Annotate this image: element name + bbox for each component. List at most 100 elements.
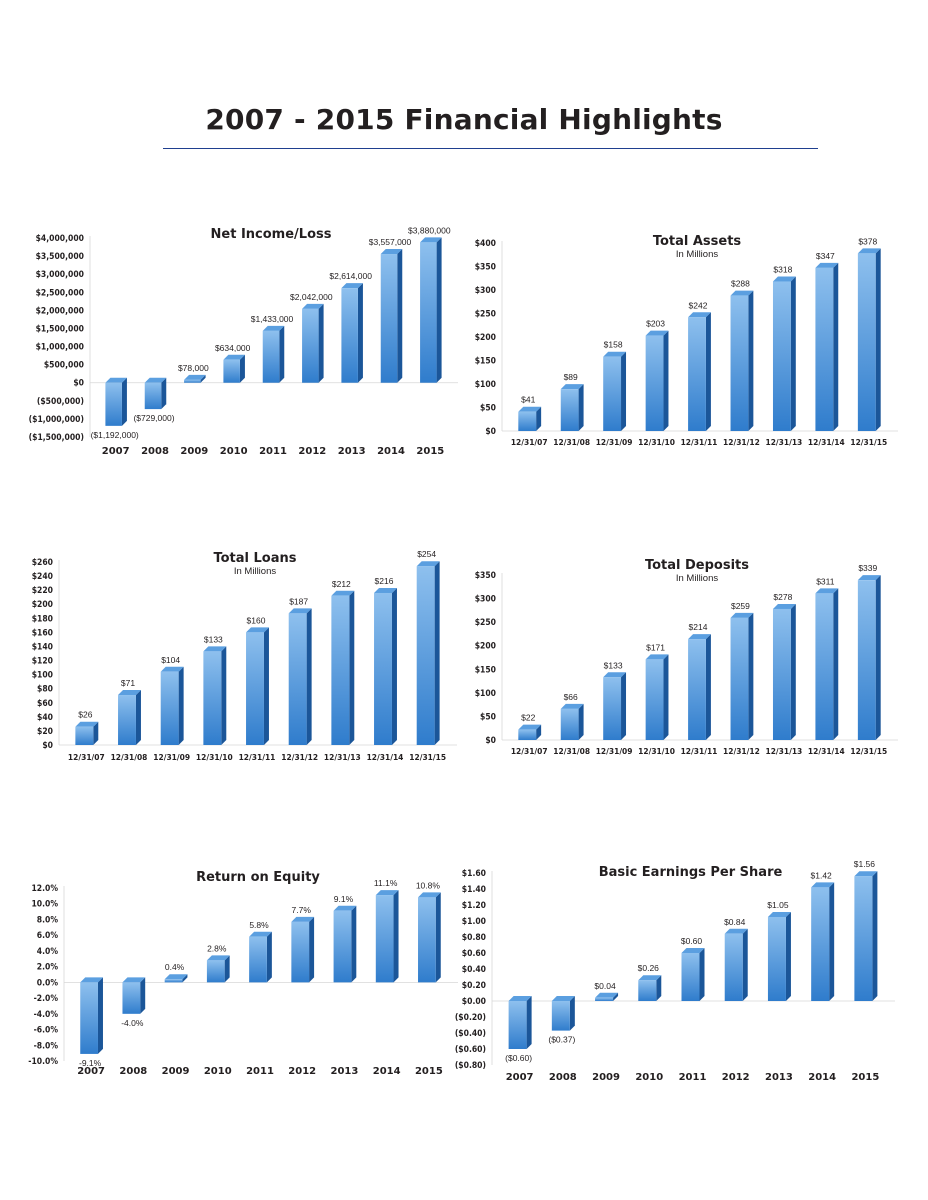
x-tick-label: 2013 — [338, 446, 366, 457]
y-tick-label: $140 — [32, 642, 53, 652]
bar-side — [434, 561, 440, 745]
y-tick-label: $100 — [32, 671, 53, 681]
y-tick-label: $1,000,000 — [36, 343, 84, 353]
bar-front — [681, 953, 700, 1001]
bar-top — [164, 974, 188, 980]
y-tick-label: $250 — [475, 310, 496, 320]
x-tick-label: 2008 — [119, 1066, 147, 1077]
data-label: $133 — [604, 660, 623, 670]
chart-subtitle: In Millions — [676, 573, 718, 584]
bar-side — [875, 248, 881, 431]
bar — [262, 325, 285, 383]
x-tick-label: 12/31/10 — [638, 747, 675, 756]
bar-side — [663, 654, 669, 740]
bar-top — [418, 892, 441, 898]
bar-front — [302, 308, 319, 383]
bar-front — [341, 288, 358, 383]
y-tick-label: 0.0% — [37, 978, 59, 988]
bar-side — [833, 262, 839, 431]
bar-top — [645, 654, 669, 660]
bar-top — [811, 882, 835, 888]
bar-top — [857, 248, 881, 254]
data-label: $3,557,000 — [369, 237, 412, 247]
y-tick-label: $2,500,000 — [36, 288, 84, 298]
bar-top — [331, 590, 355, 596]
data-label: $0.60 — [681, 936, 703, 946]
x-tick-label: 2014 — [373, 1066, 401, 1077]
bar-side — [833, 588, 839, 740]
bar-side — [393, 890, 399, 983]
bar-front — [772, 608, 791, 740]
y-tick-label: $60 — [37, 699, 53, 709]
y-tick-label: $200 — [475, 642, 496, 652]
data-label: ($0.60) — [505, 1053, 532, 1063]
bar-side — [93, 721, 99, 745]
y-tick-label: $50 — [480, 404, 496, 414]
data-label: $1,433,000 — [251, 314, 294, 324]
bar — [638, 975, 662, 1001]
bar-top — [291, 916, 315, 922]
data-label: $288 — [731, 279, 750, 289]
bar — [246, 627, 269, 745]
bar — [118, 690, 141, 745]
x-tick-label: 2014 — [808, 1072, 836, 1083]
bar-top — [560, 703, 584, 709]
x-tick-label: 2010 — [204, 1066, 232, 1077]
bar-side — [742, 928, 748, 1001]
data-label: $203 — [646, 319, 665, 329]
data-label: $41 — [521, 395, 535, 405]
data-label: -9.1% — [79, 1058, 102, 1068]
y-tick-label: ($1,500,000) — [29, 433, 84, 443]
bar-front — [420, 242, 437, 383]
bar-top — [724, 928, 748, 934]
data-label: -4.0% — [121, 1018, 144, 1028]
data-label: $1.05 — [767, 900, 789, 910]
data-label: $160 — [247, 615, 266, 625]
bar — [857, 248, 881, 431]
page-title: 2007 - 2015 Financial Highlights — [205, 103, 723, 136]
y-tick-label: $0.60 — [462, 949, 486, 959]
x-tick-label: 12/31/11 — [681, 747, 718, 756]
y-tick-label: $1.00 — [462, 917, 486, 927]
bar-top — [815, 588, 839, 594]
y-tick-label: $40 — [37, 713, 53, 723]
y-tick-label: $350 — [475, 263, 496, 273]
bar — [688, 634, 711, 740]
bar-top — [246, 627, 269, 633]
chart-title: Return on Equity — [196, 870, 320, 885]
x-tick-label: 2011 — [246, 1066, 274, 1077]
bar-side — [161, 377, 167, 410]
data-label: $3,880,000 — [408, 225, 451, 235]
bar — [223, 354, 245, 383]
data-label: $259 — [731, 601, 750, 611]
chart-title: Total Loans — [213, 551, 296, 566]
bar-top — [144, 377, 167, 383]
bar-side — [578, 384, 584, 431]
y-tick-label: -4.0% — [34, 1010, 59, 1020]
bar-front — [815, 267, 834, 431]
bar-side — [306, 608, 312, 745]
bar-front — [262, 330, 280, 383]
data-label: 0.4% — [165, 962, 185, 972]
bar-top — [206, 955, 230, 961]
y-tick-label: $400 — [475, 239, 496, 249]
data-label: 7.7% — [292, 905, 312, 915]
x-tick-label: 12/31/12 — [723, 438, 760, 447]
bar-side — [351, 905, 357, 983]
bar-side — [357, 283, 363, 383]
data-label: $216 — [375, 576, 394, 586]
y-tick-label: ($1,000,000) — [29, 415, 84, 425]
bar-side — [790, 276, 796, 431]
bar-side — [436, 237, 442, 383]
chart-title: Total Deposits — [645, 558, 749, 573]
bar — [815, 262, 839, 431]
bar-side — [578, 703, 584, 740]
bar-top — [681, 948, 705, 953]
data-label: $2,042,000 — [290, 292, 333, 302]
y-tick-label: -10.0% — [28, 1057, 58, 1067]
bar-front — [688, 639, 706, 740]
bar — [730, 612, 754, 740]
bar-top — [857, 575, 881, 581]
data-label: $2,614,000 — [329, 271, 372, 281]
